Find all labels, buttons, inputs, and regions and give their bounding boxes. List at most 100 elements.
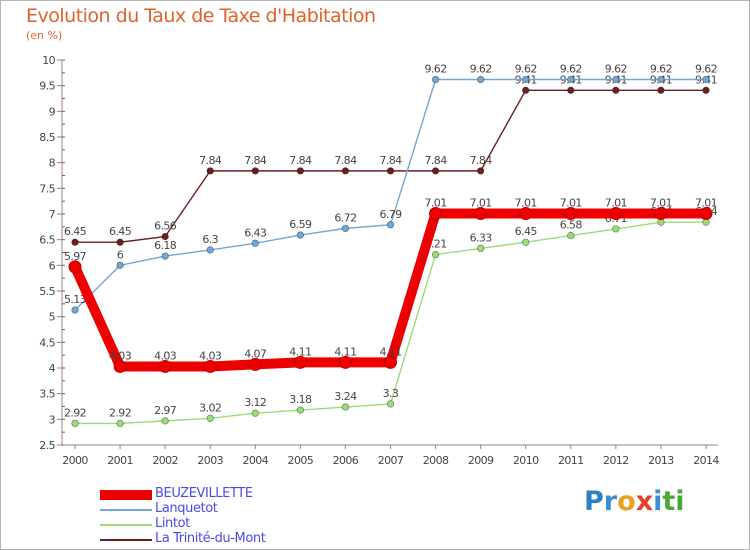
- data-point-la-trinite-du-mont: [296, 167, 305, 175]
- series-line-lanquetot: [74, 78, 707, 311]
- data-point-lintot: [116, 419, 124, 428]
- legend-swatch-beuzevillette: [100, 490, 152, 500]
- data-point-lintot: [612, 225, 620, 233]
- logo-letter: i: [653, 486, 663, 517]
- x-tick-label: 2004: [242, 454, 268, 467]
- data-label-beuzevillette: 4.07: [244, 347, 267, 360]
- data-point-la-trinite-du-mont: [206, 167, 214, 175]
- x-tick-label: 2013: [648, 454, 674, 467]
- data-point-beuzevillette: [654, 206, 668, 220]
- data-point-beuzevillette: [158, 359, 172, 373]
- data-point-beuzevillette: [474, 206, 488, 220]
- y-tick-label: 9: [49, 105, 56, 118]
- data-label-lanquetot: 6: [117, 248, 124, 261]
- data-point-lanquetot: [296, 231, 305, 239]
- data-label-lanquetot: 9.62: [650, 63, 672, 76]
- data-label-la-trinite-du-mont: 7.84: [334, 154, 357, 167]
- data-point-beuzevillette: [429, 206, 443, 220]
- data-label-beuzevillette: 7.01: [470, 196, 492, 209]
- data-label-beuzevillette: 7.01: [515, 196, 537, 209]
- x-tick-label: 2002: [152, 454, 178, 467]
- data-point-lanquetot: [476, 75, 485, 84]
- y-tick-label: 3: [49, 413, 56, 426]
- y-tick-label: 5.5: [39, 285, 55, 298]
- data-label-lintot: 2.92: [64, 406, 86, 419]
- data-point-lanquetot: [206, 246, 214, 254]
- data-label-la-trinite-du-mont: 6.56: [154, 220, 177, 233]
- data-label-beuzevillette: 7.01: [605, 196, 627, 209]
- data-point-lintot: [206, 414, 214, 422]
- data-label-beuzevillette: 7.01: [425, 196, 447, 209]
- data-label-lanquetot: 9.62: [515, 63, 537, 76]
- data-label-lintot: 3.18: [289, 393, 312, 406]
- chart-title: Evolution du Taux de Taxe d'Habitation: [26, 5, 376, 27]
- data-point-la-trinite-du-mont: [476, 167, 485, 175]
- legend-label-la-trinite-du-mont: La Trinité-du-Mont: [155, 531, 266, 546]
- data-label-lanquetot: 6.79: [379, 208, 402, 221]
- data-label-beuzevillette: 4.11: [379, 345, 401, 358]
- data-label-beuzevillette: 4.03: [109, 349, 132, 362]
- y-tick-label: 8: [49, 157, 56, 170]
- legend-swatch-lanquetot: [100, 509, 152, 511]
- proxiti-logo: Proxiti: [584, 486, 694, 526]
- data-point-lintot: [251, 409, 259, 417]
- data-point-la-trinite-du-mont: [702, 86, 710, 94]
- data-label-la-trinite-du-mont: 7.84: [244, 154, 267, 167]
- data-point-lanquetot: [567, 75, 575, 84]
- logo-letter: o: [617, 486, 636, 517]
- x-tick-label: 2014: [693, 454, 719, 467]
- data-point-lanquetot: [431, 75, 440, 84]
- y-tick-label: 4.5: [39, 336, 55, 349]
- x-tick-label: 2006: [333, 454, 359, 467]
- data-label-beuzevillette: 4.03: [154, 349, 177, 362]
- data-point-beuzevillette: [699, 206, 713, 220]
- data-point-la-trinite-du-mont: [522, 86, 530, 94]
- data-point-lintot: [522, 238, 530, 246]
- data-label-lanquetot: 6.72: [334, 211, 356, 224]
- x-tick-label: 2008: [423, 454, 449, 467]
- y-tick-label: 6.5: [39, 234, 55, 247]
- legend-label-beuzevillette: BEUZEVILLETTE: [155, 486, 253, 501]
- data-point-lintot: [71, 419, 79, 428]
- data-label-lanquetot: 9.62: [425, 63, 447, 76]
- data-label-la-trinite-du-mont: 7.84: [470, 154, 493, 167]
- data-point-la-trinite-du-mont: [657, 86, 665, 94]
- data-point-la-trinite-du-mont: [161, 232, 169, 241]
- data-point-la-trinite-du-mont: [386, 167, 395, 175]
- data-label-lintot: 2.97: [154, 404, 177, 417]
- data-label-lintot: 3.3: [383, 387, 399, 400]
- y-tick-label: 7.5: [39, 182, 55, 195]
- data-point-lanquetot: [386, 221, 395, 229]
- data-label-beuzevillette: 4.11: [334, 345, 356, 358]
- data-point-la-trinite-du-mont: [341, 167, 350, 175]
- data-label-lanquetot: 9.62: [605, 63, 627, 76]
- x-tick-label: 2001: [107, 454, 133, 467]
- data-point-lanquetot: [116, 261, 124, 269]
- data-point-lintot: [431, 250, 440, 259]
- data-point-lintot: [476, 244, 485, 253]
- data-point-la-trinite-du-mont: [612, 86, 620, 94]
- x-tick-label: 2012: [603, 454, 629, 467]
- data-label-lanquetot: 6.3: [202, 233, 218, 246]
- y-tick-label: 7: [49, 208, 56, 221]
- data-point-beuzevillette: [564, 206, 578, 220]
- data-point-lanquetot: [341, 224, 350, 233]
- data-point-lintot: [296, 406, 305, 414]
- data-point-lanquetot: [657, 75, 665, 84]
- data-point-lanquetot: [161, 252, 169, 260]
- data-label-lanquetot: 9.62: [695, 63, 717, 76]
- chart-unit-label: (en %): [26, 29, 63, 42]
- data-point-beuzevillette: [113, 359, 127, 373]
- data-point-beuzevillette: [293, 355, 307, 369]
- x-tick-label: 2005: [288, 454, 314, 467]
- data-label-lintot: 2.92: [109, 406, 131, 419]
- data-label-la-trinite-du-mont: 7.84: [379, 154, 402, 167]
- legend-swatch-lintot: [100, 524, 152, 526]
- x-tick-label: 2000: [62, 454, 88, 467]
- y-tick-label: 10: [42, 54, 55, 67]
- data-point-lintot: [161, 417, 169, 425]
- data-label-lanquetot: 6.18: [154, 239, 177, 252]
- data-label-lanquetot: 9.62: [560, 63, 582, 76]
- logo-letter: x: [635, 486, 654, 517]
